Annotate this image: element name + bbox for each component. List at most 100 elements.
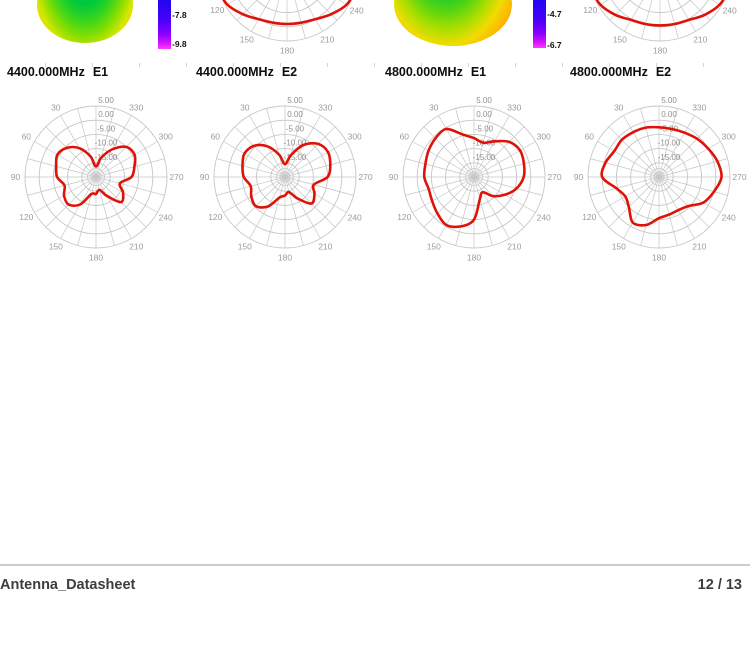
- angle-tick-label: 300: [348, 132, 362, 142]
- radial-tick-label: 5.00: [98, 96, 114, 105]
- footer-page-indicator: 12 / 13: [697, 577, 742, 593]
- polar-chart: 30 60 90 120 150 180 210 240 270 300 330 5.00 0.00 -5…: [11, 96, 184, 263]
- angle-tick-label: 120: [210, 5, 224, 15]
- angle-tick-label: 150: [427, 242, 441, 252]
- radiation-pattern-trace: [222, 0, 352, 26]
- ruler-tick: [609, 63, 610, 67]
- angle-tick-label: 210: [320, 35, 334, 45]
- chart-cut-label: E2: [281, 65, 298, 79]
- chart-title: 4800.000MHz E2: [570, 65, 671, 79]
- angle-tick-label: 330: [129, 102, 143, 112]
- radial-tick-label: 5.00: [661, 96, 677, 105]
- chart-cut-label: E1: [92, 65, 109, 79]
- gain-colorbar-1: [158, 0, 171, 49]
- angle-tick-label: 120: [208, 212, 222, 222]
- ruler-tick: [280, 63, 281, 67]
- chart-freq-label: 4400.000MHz: [7, 65, 85, 79]
- radial-tick-label: -15.00: [658, 153, 681, 162]
- radial-tick-label: -15.00: [284, 153, 307, 162]
- radial-tick-label: 0.00: [476, 110, 492, 119]
- colorbar1-tick-bottom: -9.8: [172, 39, 187, 49]
- ruler-tick: [186, 63, 187, 67]
- chart-freq-label: 4800.000MHz: [570, 65, 648, 79]
- ruler-tick: [327, 63, 328, 67]
- footer-divider: [0, 564, 750, 566]
- chart-title: 4800.000MHz E1: [385, 65, 486, 79]
- angle-tick-label: 240: [350, 5, 364, 15]
- angle-tick-label: 240: [159, 212, 173, 222]
- angle-tick-label: 60: [22, 132, 32, 142]
- radial-tick-label: -15.00: [473, 153, 496, 162]
- polar-chart-cropped-1: 3060901201501802102402703003305.000.00-5…: [210, 0, 364, 56]
- angle-tick-label: 150: [612, 242, 626, 252]
- footer-document-title: Antenna_Datasheet: [0, 577, 136, 593]
- radial-tick-label: -10.00: [284, 139, 307, 148]
- chart-cut-label: E1: [470, 65, 487, 79]
- angle-tick-label: 210: [693, 35, 707, 45]
- polar-chart-cropped-2: 3060901201501802102402703003305.000.00-5…: [583, 0, 737, 56]
- angle-tick-label: 210: [129, 242, 143, 252]
- chart-freq-label: 4800.000MHz: [385, 65, 463, 79]
- angle-tick-label: 210: [507, 242, 521, 252]
- angle-tick-label: 180: [467, 253, 481, 263]
- angle-tick-label: 150: [240, 35, 254, 45]
- angle-tick-label: 210: [318, 242, 332, 252]
- angle-tick-label: 90: [574, 172, 584, 182]
- radial-tick-label: 5.00: [476, 96, 492, 105]
- ruler-tick: [45, 63, 46, 67]
- polar-chart: 30 60 90 120 150 180 210 240 270 300 330 5.00 0.00 -5…: [200, 96, 373, 263]
- gain-colorbar-2: [533, 0, 546, 48]
- angle-tick-label: 90: [11, 172, 21, 182]
- chart-block-4400-e1: 4400.000MHz E1 30 60 90 120 150 180 210 240 270 30…: [1, 64, 191, 263]
- angle-tick-label: 270: [732, 172, 746, 182]
- angle-tick-label: 150: [49, 242, 63, 252]
- angle-tick-label: 270: [547, 172, 561, 182]
- radial-tick-label: -10.00: [658, 139, 681, 148]
- angle-tick-label: 60: [211, 132, 221, 142]
- ruler-tick: [703, 63, 704, 67]
- angle-tick-label: 120: [19, 212, 33, 222]
- chart-title: 4400.000MHz E2: [196, 65, 297, 79]
- radiation-pattern-trace: [241, 141, 332, 209]
- 3d-radiation-pattern-fragment-1: [37, 0, 133, 43]
- angle-tick-label: 150: [613, 35, 627, 45]
- angle-tick-label: 300: [537, 132, 551, 142]
- ruler-tick: [421, 63, 422, 67]
- angle-tick-label: 270: [169, 172, 183, 182]
- angle-tick-label: 330: [318, 102, 332, 112]
- ruler-tick: [374, 63, 375, 67]
- angle-tick-label: 90: [389, 172, 399, 182]
- radial-tick-label: -5.00: [475, 124, 494, 133]
- angle-tick-label: 180: [653, 46, 667, 56]
- angle-tick-label: 90: [200, 172, 210, 182]
- colorbar2-tick-top: -4.7: [547, 9, 562, 19]
- angle-tick-label: 300: [722, 132, 736, 142]
- ruler-tick: [656, 63, 657, 67]
- angle-tick-label: 180: [652, 253, 666, 263]
- angle-tick-label: 180: [89, 253, 103, 263]
- ruler-tick: [139, 63, 140, 67]
- angle-tick-label: 330: [692, 102, 706, 112]
- chart-block-4800-e1: 4800.000MHz E1 30 60 90 120 150 180 210 240 270 30…: [379, 64, 569, 263]
- radial-tick-label: 0.00: [98, 110, 114, 119]
- angle-tick-label: 240: [348, 212, 362, 222]
- angle-tick-label: 60: [400, 132, 410, 142]
- chart-cut-label: E2: [655, 65, 672, 79]
- radiation-pattern-trace: [422, 127, 526, 229]
- radial-tick-label: -5.00: [286, 124, 305, 133]
- radiation-pattern-trace: [595, 0, 725, 27]
- angle-tick-label: 300: [159, 132, 173, 142]
- ruler-tick: [233, 63, 234, 67]
- radiation-pattern-trace: [600, 125, 723, 227]
- 3d-radiation-pattern-fragment-2: [394, 0, 512, 46]
- ruler-tick: [92, 63, 93, 67]
- radial-tick-label: 0.00: [287, 110, 303, 119]
- angle-tick-label: 240: [723, 5, 737, 15]
- ruler-tick: [562, 63, 563, 67]
- angle-tick-label: 240: [722, 212, 736, 222]
- radial-tick-label: 0.00: [661, 110, 677, 119]
- angle-tick-label: 180: [280, 46, 294, 56]
- angle-tick-label: 30: [614, 102, 624, 112]
- angle-tick-label: 210: [692, 242, 706, 252]
